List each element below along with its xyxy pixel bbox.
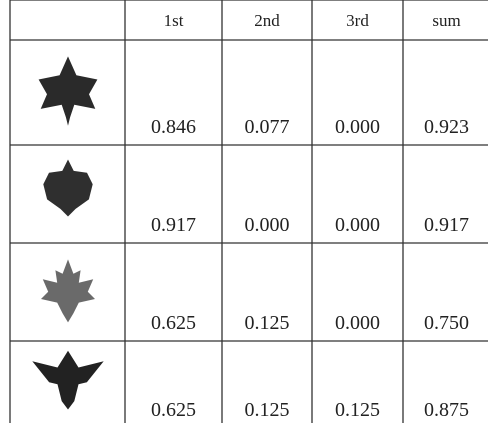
cell-value: 0.125	[245, 399, 290, 421]
leaf-image	[38, 56, 98, 126]
cell-value: 0.125	[335, 399, 380, 421]
cell-value: 0.125	[245, 312, 290, 334]
leaf-images	[32, 56, 104, 410]
cell-value: 0.875	[424, 399, 469, 421]
cell-value: 0.750	[424, 312, 469, 334]
cell-value: 0.000	[245, 214, 290, 236]
column-header: sum	[432, 11, 460, 30]
cell-value: 0.000	[335, 214, 380, 236]
leaf-image	[41, 259, 95, 323]
column-header: 2nd	[254, 11, 280, 30]
cell-value: 0.077	[245, 116, 290, 138]
leaf-image	[43, 159, 93, 217]
cell-value: 0.000	[335, 312, 380, 334]
cell-value: 0.000	[335, 116, 380, 138]
cell-value: 0.625	[151, 399, 196, 421]
leaf-image	[32, 350, 104, 410]
column-header: 1st	[164, 11, 184, 30]
cell-value: 0.917	[151, 214, 196, 236]
cell-value: 0.923	[424, 116, 469, 138]
cell-value: 0.625	[151, 312, 196, 334]
cell-value: 0.846	[151, 116, 196, 138]
cell-value: 0.917	[424, 214, 469, 236]
column-header: 3rd	[346, 11, 369, 30]
